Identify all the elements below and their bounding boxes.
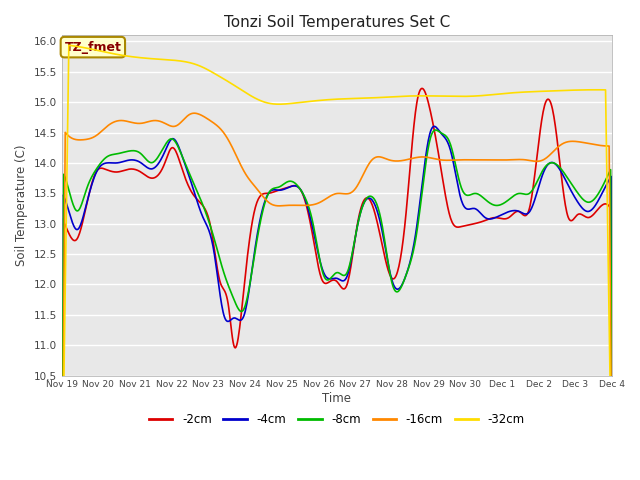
Text: TZ_fmet: TZ_fmet <box>65 41 122 54</box>
X-axis label: Time: Time <box>323 392 351 405</box>
Title: Tonzi Soil Temperatures Set C: Tonzi Soil Temperatures Set C <box>224 15 450 30</box>
Y-axis label: Soil Temperature (C): Soil Temperature (C) <box>15 144 28 266</box>
Legend: -2cm, -4cm, -8cm, -16cm, -32cm: -2cm, -4cm, -8cm, -16cm, -32cm <box>144 408 529 431</box>
